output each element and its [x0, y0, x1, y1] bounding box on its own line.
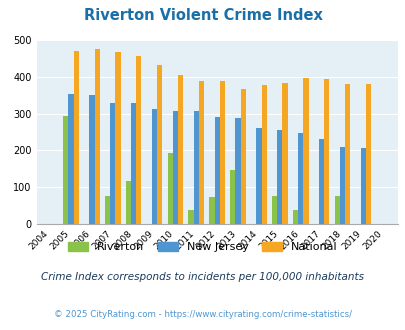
Bar: [173, 111, 178, 224]
Bar: [297, 133, 303, 224]
Bar: [365, 84, 370, 224]
Bar: [209, 197, 214, 224]
Bar: [334, 196, 339, 224]
Bar: [167, 153, 173, 224]
Legend: Riverton, New Jersey, National: Riverton, New Jersey, National: [68, 242, 337, 252]
Bar: [256, 128, 261, 224]
Bar: [110, 103, 115, 224]
Bar: [68, 94, 73, 224]
Bar: [188, 210, 193, 224]
Bar: [219, 82, 224, 224]
Bar: [94, 49, 100, 224]
Bar: [131, 103, 136, 224]
Bar: [198, 82, 204, 224]
Text: Riverton Violent Crime Index: Riverton Violent Crime Index: [83, 8, 322, 23]
Bar: [339, 147, 344, 224]
Bar: [104, 196, 110, 224]
Bar: [230, 170, 235, 224]
Bar: [282, 83, 287, 224]
Bar: [240, 89, 245, 224]
Bar: [277, 130, 282, 224]
Bar: [214, 117, 219, 224]
Bar: [235, 118, 240, 224]
Bar: [151, 110, 157, 224]
Bar: [318, 139, 324, 224]
Bar: [126, 181, 131, 224]
Bar: [63, 116, 68, 224]
Text: © 2025 CityRating.com - https://www.cityrating.com/crime-statistics/: © 2025 CityRating.com - https://www.city…: [54, 310, 351, 319]
Bar: [360, 148, 365, 224]
Text: Crime Index corresponds to incidents per 100,000 inhabitants: Crime Index corresponds to incidents per…: [41, 272, 364, 282]
Bar: [157, 65, 162, 224]
Bar: [344, 84, 350, 224]
Bar: [292, 210, 297, 224]
Bar: [115, 52, 120, 224]
Bar: [271, 196, 277, 224]
Bar: [89, 95, 94, 224]
Bar: [261, 85, 266, 224]
Bar: [303, 78, 308, 224]
Bar: [136, 56, 141, 224]
Bar: [178, 75, 183, 224]
Bar: [193, 111, 198, 224]
Bar: [73, 51, 79, 224]
Bar: [324, 79, 329, 224]
